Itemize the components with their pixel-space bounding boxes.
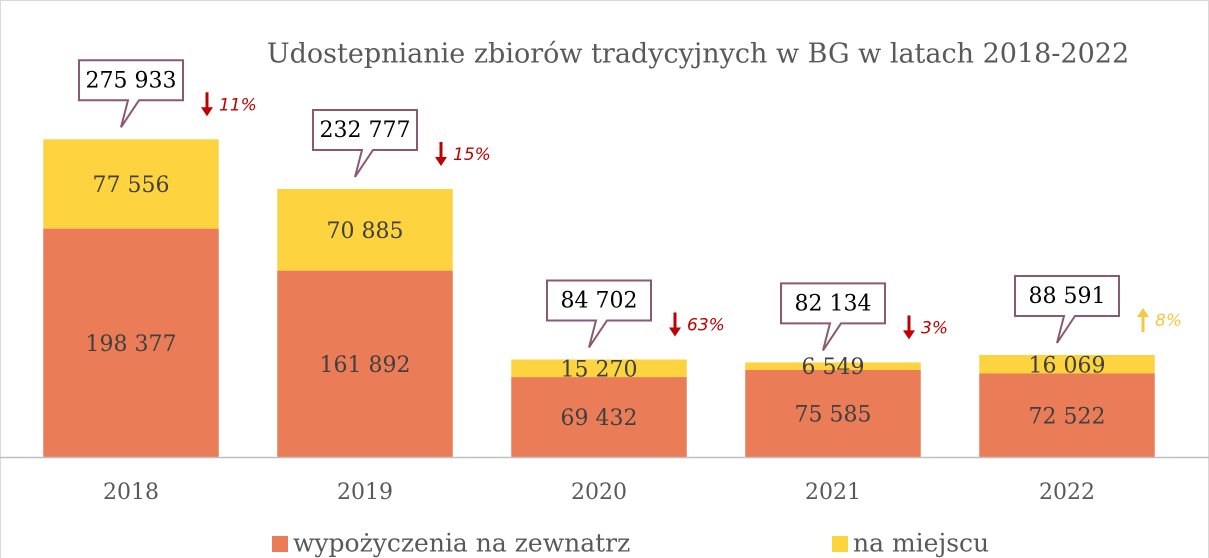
bar-segment — [745, 369, 921, 457]
change-arrow-head — [435, 156, 447, 166]
legend-label: wypożyczenia na zewnatrz — [293, 529, 630, 558]
chart-title: Udostepnianie zbiorów tradycyjnych w BG … — [267, 39, 1129, 70]
total-label: 232 777 — [320, 118, 411, 143]
bar-segment — [979, 355, 1155, 374]
total-callout — [1014, 275, 1120, 344]
bar-segment — [511, 359, 687, 378]
legend-label: na miejscu — [853, 529, 989, 558]
change-label: 8% — [1155, 311, 1182, 331]
change-label: 3% — [921, 318, 948, 338]
bar-segment — [511, 377, 687, 457]
data-label: 15 270 — [561, 357, 638, 382]
data-label: 6 549 — [802, 355, 865, 380]
total-callout — [546, 279, 652, 349]
data-label: 16 069 — [1029, 353, 1106, 378]
bar-segment — [277, 188, 453, 271]
change-arrow-head — [903, 330, 915, 340]
data-label: 72 522 — [1029, 404, 1106, 429]
total-callout — [78, 59, 184, 128]
bar-segment — [277, 270, 453, 457]
data-label: 161 892 — [320, 353, 411, 378]
total-label: 88 591 — [1029, 284, 1106, 309]
data-label: 75 585 — [795, 402, 872, 427]
data-label: 69 432 — [561, 406, 638, 431]
total-callout — [312, 108, 418, 178]
total-label: 275 933 — [86, 68, 177, 93]
bar-segment — [745, 362, 921, 370]
bar-segment — [43, 139, 219, 229]
change-arrow-head — [201, 107, 213, 117]
data-label: 70 885 — [327, 219, 404, 244]
total-label: 82 134 — [795, 291, 872, 316]
change-label: 11% — [219, 95, 257, 115]
x-tick-label: 2021 — [805, 480, 861, 505]
bar-segment — [43, 228, 219, 457]
change-label: 15% — [453, 145, 491, 165]
bar-segment — [979, 373, 1155, 457]
x-tick-label: 2022 — [1039, 480, 1095, 505]
change-arrow-head — [669, 327, 681, 337]
change-arrow-head — [1137, 308, 1149, 318]
x-tick-label: 2018 — [103, 480, 159, 505]
x-tick-label: 2019 — [337, 480, 393, 505]
legend-swatch — [272, 536, 288, 552]
x-tick-label: 2020 — [571, 480, 627, 505]
change-label: 63% — [687, 315, 725, 335]
data-label: 77 556 — [93, 173, 170, 198]
data-label: 198 377 — [86, 332, 177, 357]
total-callout — [780, 282, 886, 351]
legend-swatch — [832, 536, 848, 552]
total-label: 84 702 — [561, 288, 638, 313]
